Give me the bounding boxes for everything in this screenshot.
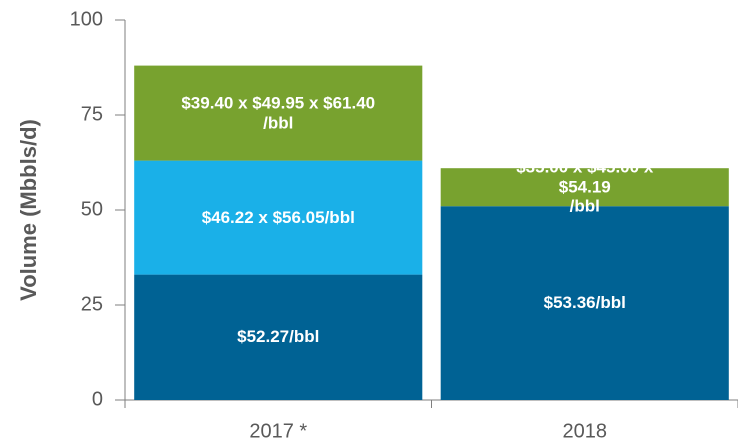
y-axis-title: Volume (Mbbls/d) [16, 119, 41, 301]
segment-label: $53.36/bbl [543, 293, 626, 313]
bar-segment [134, 160, 423, 275]
y-tick-label: 50 [81, 198, 103, 220]
bar-segment [440, 168, 729, 207]
y-tick-label: 0 [92, 388, 103, 410]
y-tick-label: 25 [81, 293, 103, 315]
y-tick-label: 100 [70, 8, 103, 30]
segment-label: $39.40 x $49.95 x $61.40 /bbl [181, 93, 376, 133]
segment-label: $35.00 x $45.00 x $54.19 /bbl [516, 157, 654, 216]
x-tick-label: 2017 * [249, 420, 307, 442]
x-tick-label: 2018 [563, 420, 608, 442]
segment-label: $46.22 x $56.05/bbl [201, 207, 355, 227]
bar-segment [134, 274, 423, 400]
y-tick-label: 75 [81, 103, 103, 125]
bar-segment [440, 206, 729, 400]
bar-segment [134, 65, 423, 161]
segment-label: $52.27/bbl [237, 327, 320, 347]
